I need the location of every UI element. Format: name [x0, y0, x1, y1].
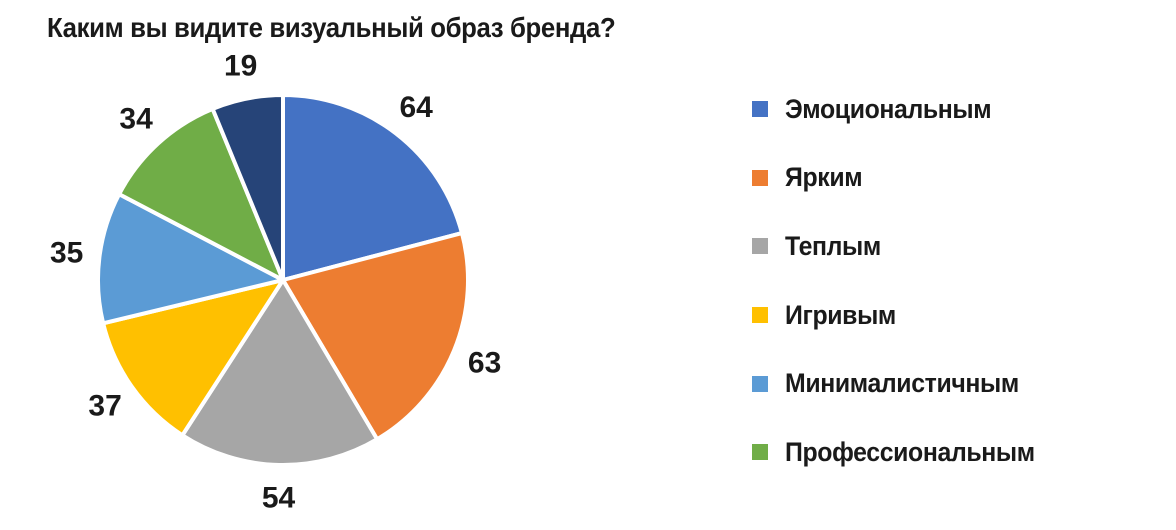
- legend-swatch-icon: [752, 169, 768, 186]
- slice-value-label: 54: [262, 482, 296, 515]
- legend-swatch-icon: [752, 307, 768, 324]
- legend-item-Ярким: Ярким: [752, 144, 1056, 213]
- pie-slice-Эмоциональным: [281, 93, 464, 282]
- slice-value-label: 37: [88, 390, 121, 423]
- legend-label: Эмоциональным: [785, 93, 992, 124]
- slice-value-label: 35: [50, 237, 83, 270]
- legend-label: Профессиональным: [785, 436, 1035, 467]
- pie-slice-Теплым: [180, 278, 380, 467]
- pie-slice-Ярким: [281, 231, 470, 442]
- pie-slice-Минималистичным: [95, 192, 285, 326]
- legend-item-Эмоциональным: Эмоциональным: [752, 75, 1056, 144]
- legend-label: Игривым: [785, 299, 896, 330]
- chart-legend: Эмоциональным Ярким Теплым Игривым Минималис…: [752, 75, 1056, 487]
- legend-label: Ярким: [785, 162, 863, 193]
- pie-slice-unlabeled: [210, 93, 285, 282]
- slice-value-label: 63: [468, 346, 501, 379]
- legend-swatch-icon: [752, 101, 768, 118]
- legend-item-Теплым: Теплым: [752, 212, 1056, 281]
- pie-slice-Игривым: [101, 278, 285, 438]
- legend-item-Минималистичным: Минималистичным: [752, 349, 1056, 418]
- legend-swatch-icon: [752, 375, 768, 392]
- legend-swatch-icon: [752, 238, 768, 255]
- legend-item-Игривым: Игривым: [752, 281, 1056, 350]
- pie-slice-Профессиональным: [117, 106, 285, 282]
- chart-title: Каким вы видите визуальный образ бренда?: [47, 12, 616, 43]
- legend-item-Профессиональным: Профессиональным: [752, 418, 1056, 487]
- legend-swatch-icon: [752, 444, 768, 461]
- pie-chart: 64 63 54 37 35 34 19: [50, 50, 501, 515]
- slice-value-label: 19: [224, 50, 257, 83]
- slice-value-label: 64: [400, 91, 434, 124]
- legend-label: Минималистичным: [785, 368, 1019, 399]
- legend-label: Теплым: [785, 230, 881, 261]
- slice-value-label: 34: [119, 102, 153, 135]
